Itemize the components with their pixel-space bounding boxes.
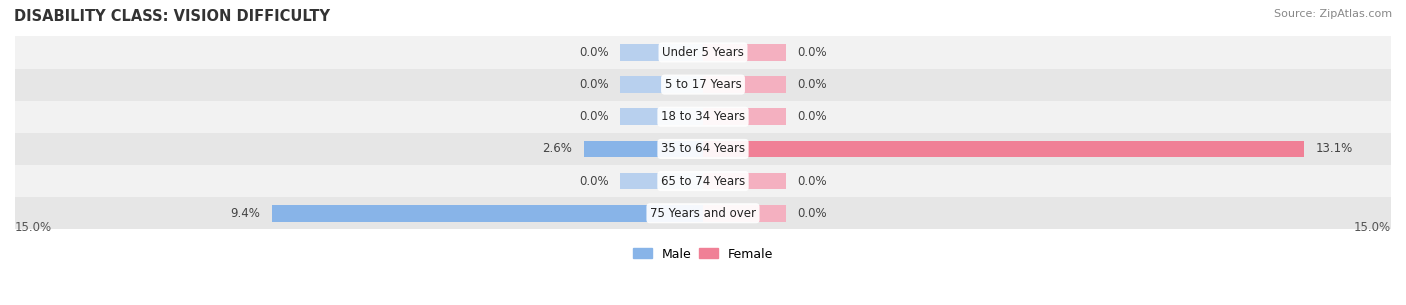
Text: 65 to 74 Years: 65 to 74 Years <box>661 174 745 188</box>
Bar <box>15 36 1391 69</box>
Bar <box>703 173 786 189</box>
Legend: Male, Female: Male, Female <box>628 242 778 266</box>
Text: 15.0%: 15.0% <box>15 221 52 234</box>
Text: 0.0%: 0.0% <box>579 174 609 188</box>
Bar <box>620 173 703 189</box>
Text: 2.6%: 2.6% <box>543 142 572 156</box>
Text: 35 to 64 Years: 35 to 64 Years <box>661 142 745 156</box>
Text: Source: ZipAtlas.com: Source: ZipAtlas.com <box>1274 9 1392 19</box>
Bar <box>620 44 703 61</box>
Bar <box>703 141 1303 157</box>
Bar <box>703 76 786 93</box>
Text: 0.0%: 0.0% <box>797 46 827 59</box>
Text: 0.0%: 0.0% <box>579 110 609 123</box>
Bar <box>15 133 1391 165</box>
Text: 15.0%: 15.0% <box>1354 221 1391 234</box>
Text: 0.0%: 0.0% <box>579 78 609 91</box>
Text: 0.0%: 0.0% <box>797 110 827 123</box>
Text: 5 to 17 Years: 5 to 17 Years <box>665 78 741 91</box>
Bar <box>15 197 1391 229</box>
Bar <box>620 108 703 125</box>
Bar <box>271 205 703 222</box>
Bar <box>15 69 1391 101</box>
Text: 75 Years and over: 75 Years and over <box>650 207 756 220</box>
Text: 0.0%: 0.0% <box>797 174 827 188</box>
Bar <box>583 141 703 157</box>
Text: DISABILITY CLASS: VISION DIFFICULTY: DISABILITY CLASS: VISION DIFFICULTY <box>14 9 330 24</box>
Bar <box>703 205 786 222</box>
Text: 0.0%: 0.0% <box>797 207 827 220</box>
Bar <box>15 101 1391 133</box>
Text: 13.1%: 13.1% <box>1316 142 1353 156</box>
Text: 9.4%: 9.4% <box>231 207 260 220</box>
Text: 0.0%: 0.0% <box>797 78 827 91</box>
Bar <box>703 108 786 125</box>
Bar <box>703 44 786 61</box>
Text: 0.0%: 0.0% <box>579 46 609 59</box>
Text: Under 5 Years: Under 5 Years <box>662 46 744 59</box>
Bar <box>15 165 1391 197</box>
Text: 18 to 34 Years: 18 to 34 Years <box>661 110 745 123</box>
Bar <box>620 76 703 93</box>
